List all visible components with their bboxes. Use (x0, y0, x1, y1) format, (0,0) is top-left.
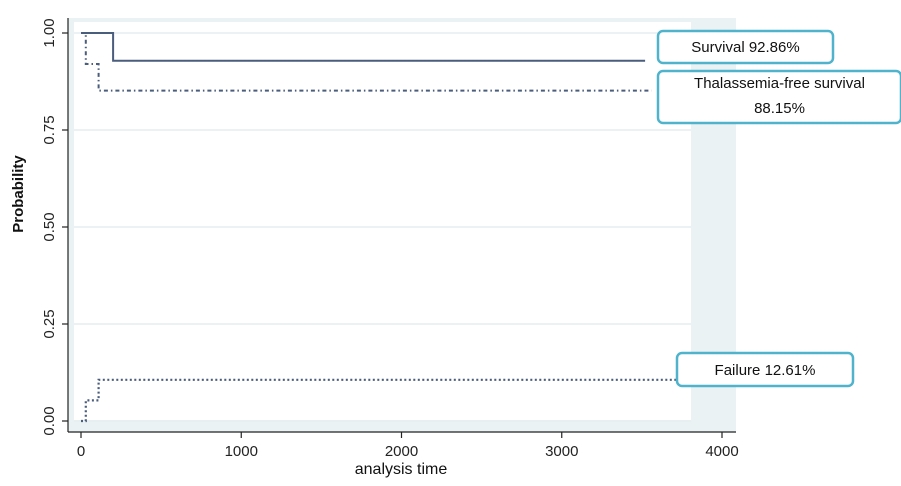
callout-0: Survival 92.86% (656, 29, 835, 65)
callout-label: Thalassemia-free survival (694, 75, 865, 92)
x-axis-title: analysis time (355, 461, 448, 478)
y-axis-title: Probability (10, 155, 27, 233)
callout-box (656, 29, 835, 65)
y-tick-label: 0.75 (41, 115, 58, 144)
y-tick-label: 0.00 (41, 406, 58, 435)
plot-area (74, 22, 691, 420)
series-line-2 (81, 378, 681, 423)
callout-box (656, 69, 901, 125)
callout-box (675, 351, 855, 388)
x-tick-label: 2000 (385, 443, 418, 460)
series-line-1 (81, 32, 652, 92)
tick-marks-and-labels: 0.00 0.25 0.50 0.75 1.00 0 1000 2000 3000 4000 (41, 18, 739, 460)
x-tick-label: 0 (77, 443, 85, 460)
callout-2: Failure 12.61% (675, 351, 855, 388)
callout-1: Thalassemia-free survival 88.15% (656, 69, 901, 125)
callout-label: 88.15% (754, 100, 805, 117)
series-lines (81, 32, 681, 423)
x-tick-label: 3000 (545, 443, 578, 460)
callout-label: Failure 12.61% (715, 362, 816, 379)
y-tick-label: 0.25 (41, 309, 58, 338)
x-tick-label: 4000 (705, 443, 738, 460)
series-line-0 (81, 32, 646, 62)
y-tick-label: 1.00 (41, 18, 58, 47)
y-tick-label: 0.50 (41, 212, 58, 241)
callouts: Survival 92.86% Thalassemia-free survival… (656, 29, 901, 388)
callout-label: Survival 92.86% (691, 39, 799, 56)
x-tick-label: 1000 (225, 443, 258, 460)
grid-lines (74, 32, 691, 422)
